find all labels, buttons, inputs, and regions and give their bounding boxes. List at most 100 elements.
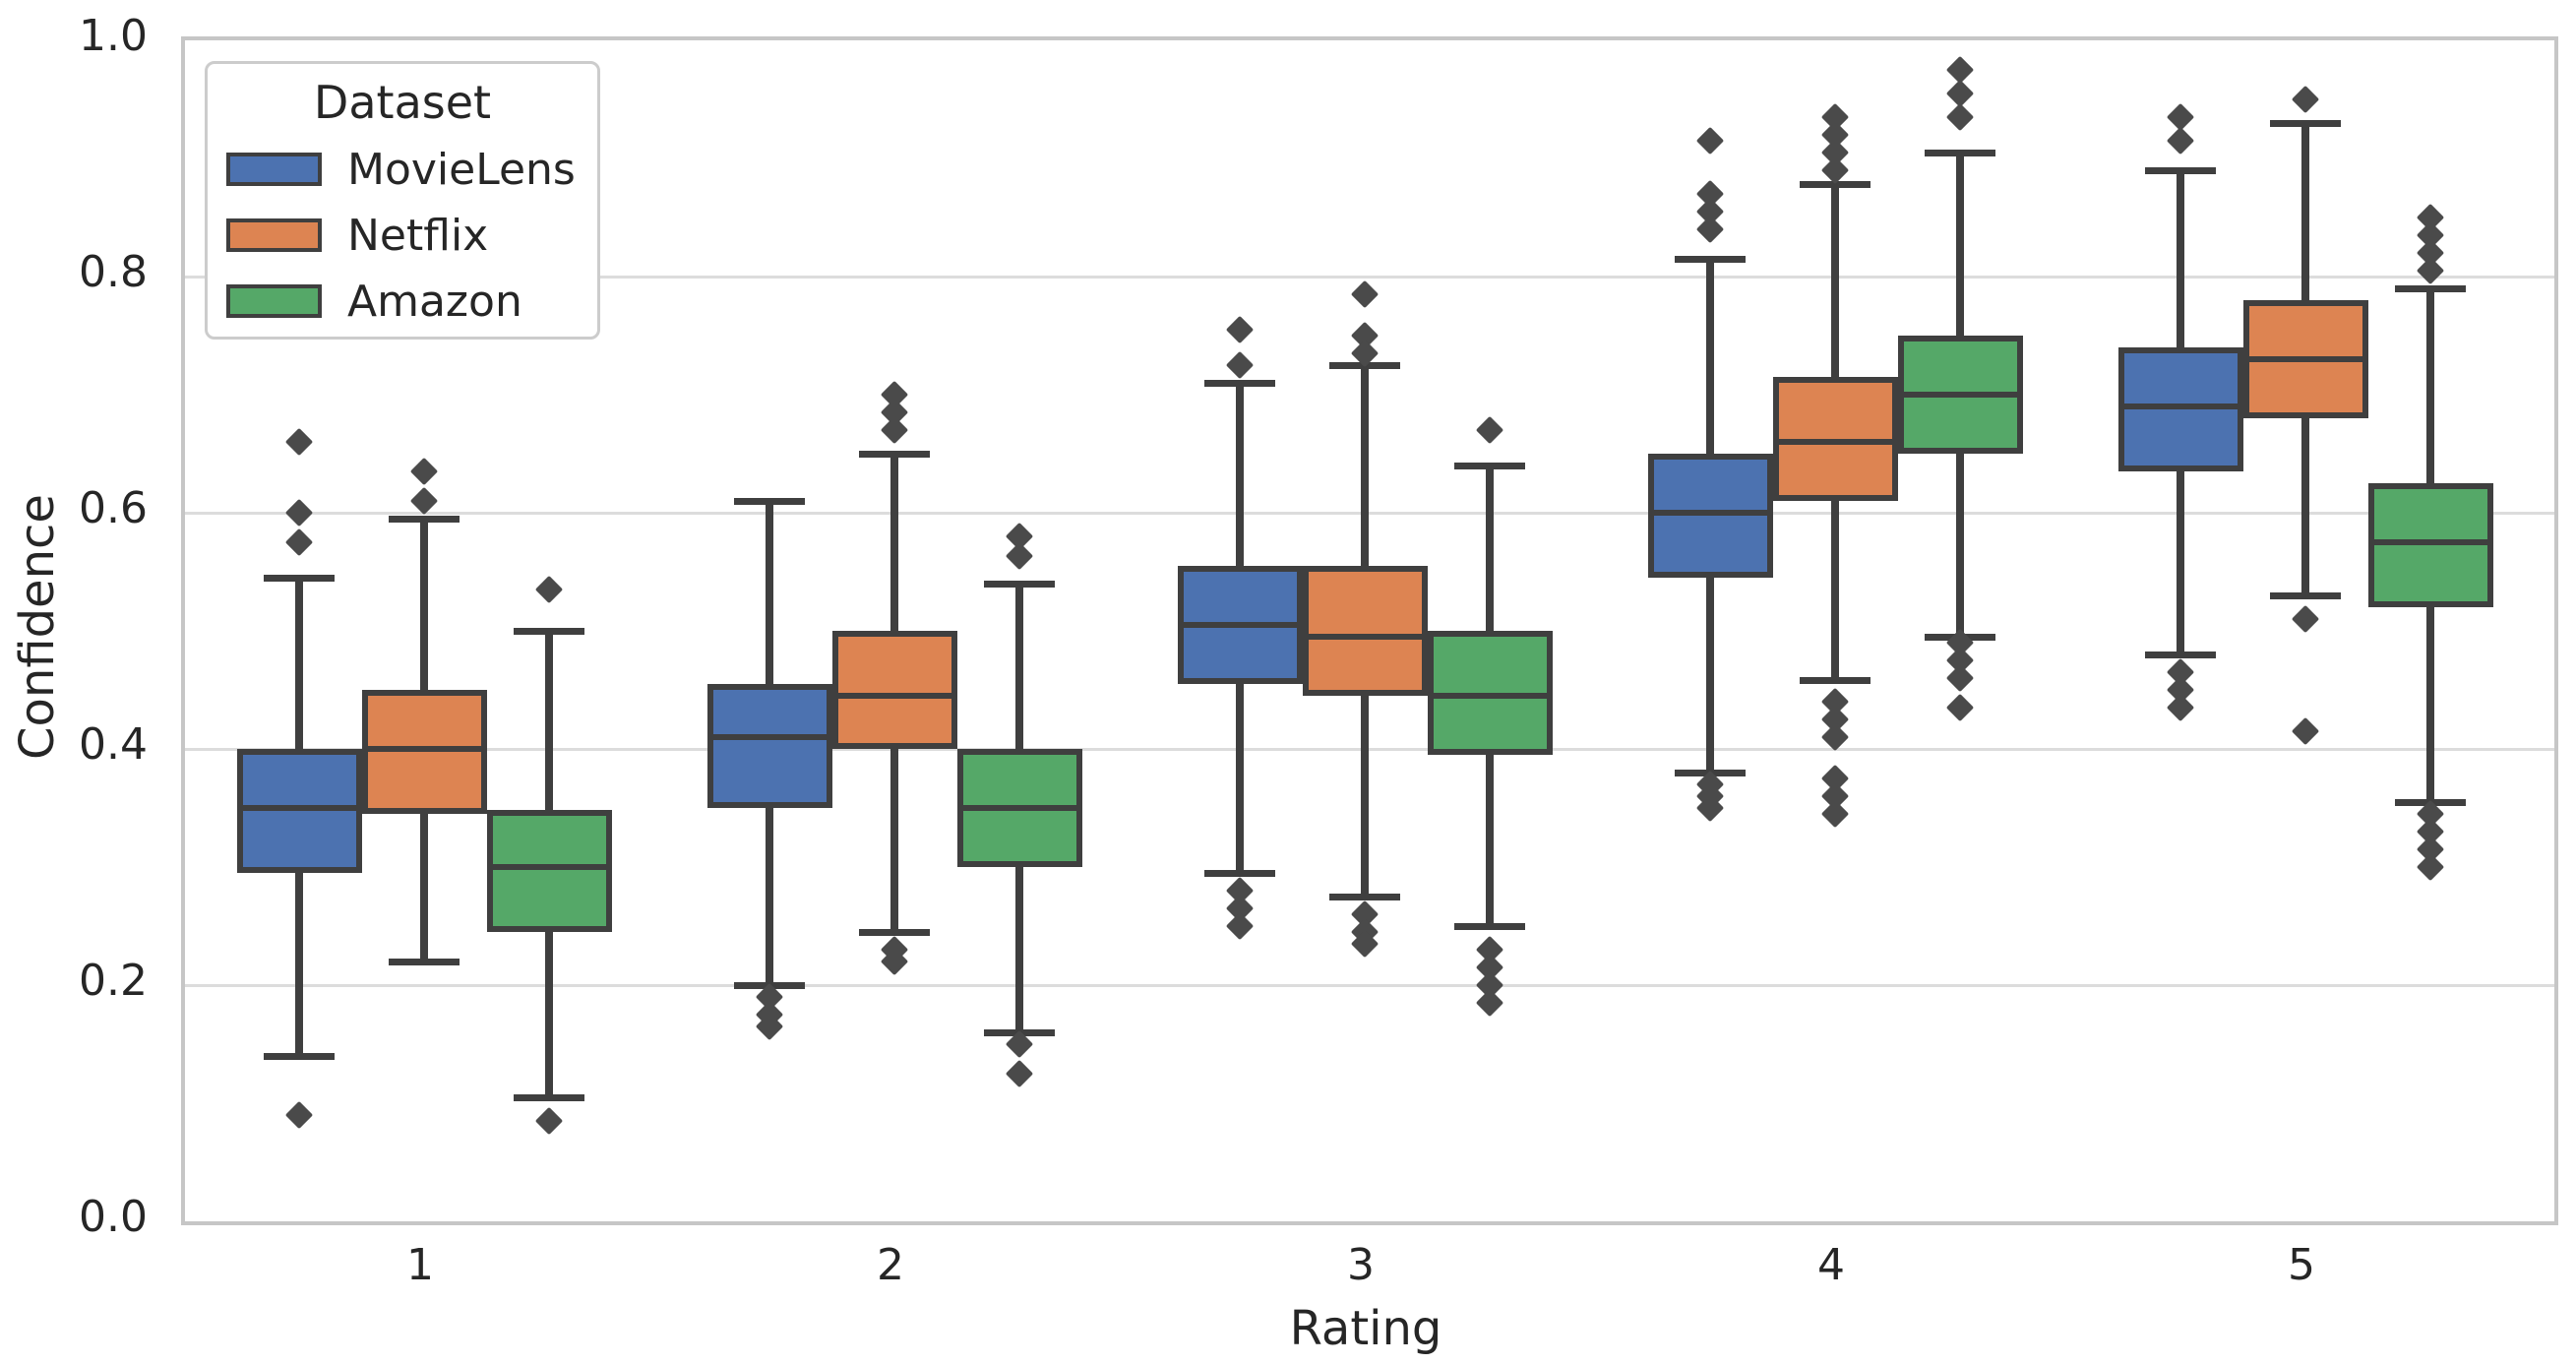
box-amazon-rating-5 [2367,483,2493,607]
cap-high-netflix-rating-4 [1800,180,1871,188]
median-amazon-rating-1 [486,864,612,870]
outlier-netflix-rating-4-3 [1820,155,1850,185]
legend-swatch-amazon [226,284,322,318]
box-netflix-rating-2 [831,631,957,749]
median-movielens-rating-2 [706,734,832,740]
outlier-amazon-rating-2-3 [1005,1059,1034,1088]
ytick-1.0: 1.0 [79,11,148,61]
ytick-0.0: 0.0 [79,1192,148,1242]
box-netflix-rating-3 [1302,566,1428,696]
cap-high-amazon-rating-4 [1925,149,1995,156]
outlier-movielens-rating-3-0 [1225,315,1255,344]
box-movielens-rating-5 [2117,347,2243,471]
outlier-movielens-rating-5-4 [2166,693,2195,722]
outlier-movielens-rating-1-2 [284,527,314,557]
cap-high-amazon-rating-1 [514,627,584,635]
xtick-2: 2 [877,1240,904,1290]
legend-item-netflix: Netflix [208,214,597,259]
gridline-0.6 [185,511,2554,515]
xtick-5: 5 [2288,1240,2315,1290]
cap-low-movielens-rating-5 [2145,651,2216,658]
cap-high-netflix-rating-1 [389,515,460,523]
legend-label-netflix: Netflix [347,211,489,261]
legend-swatch-movielens [226,153,322,186]
outlier-netflix-rating-5-1 [2291,604,2320,634]
outlier-movielens-rating-1-0 [284,427,314,457]
xtick-3: 3 [1347,1240,1375,1290]
outlier-amazon-rating-1-1 [534,1106,564,1136]
median-movielens-rating-5 [2117,403,2243,409]
median-movielens-rating-3 [1177,622,1303,628]
outlier-netflix-rating-4-9 [1820,799,1850,829]
cap-high-movielens-rating-5 [2145,166,2216,174]
outlier-amazon-rating-5-3 [2416,256,2445,285]
outlier-amazon-rating-3-4 [1475,988,1504,1018]
median-netflix-rating-3 [1302,634,1428,640]
cap-low-netflix-rating-2 [859,928,930,936]
gridline-0.2 [185,983,2554,987]
outlier-movielens-rating-3-1 [1225,350,1255,380]
box-movielens-rating-4 [1647,454,1773,578]
outlier-movielens-rating-1-1 [284,498,314,527]
outlier-movielens-rating-3-4 [1225,911,1255,941]
outlier-movielens-rating-4-3 [1695,215,1725,244]
outlier-netflix-rating-5-0 [2291,85,2320,114]
cap-high-amazon-rating-3 [1454,462,1525,469]
outlier-netflix-rating-2-2 [880,415,909,445]
median-netflix-rating-4 [1772,439,1898,445]
ytick-0.8: 0.8 [79,247,148,297]
cap-high-movielens-rating-2 [734,497,805,505]
outlier-amazon-rating-2-1 [1005,542,1034,571]
outlier-amazon-rating-5-7 [2416,852,2445,882]
box-amazon-rating-1 [486,810,612,932]
legend-swatch-netflix [226,218,322,252]
legend: Dataset MovieLens Netflix Amazon [205,61,600,340]
cap-low-netflix-rating-1 [389,958,460,965]
cap-high-netflix-rating-2 [859,450,930,458]
cap-low-movielens-rating-3 [1204,869,1275,877]
outlier-amazon-rating-4-5 [1945,663,1975,693]
median-amazon-rating-5 [2367,539,2493,545]
outlier-netflix-rating-5-2 [2291,716,2320,746]
legend-title: Dataset [313,76,492,129]
cap-low-movielens-rating-1 [264,1052,335,1060]
median-movielens-rating-4 [1647,510,1773,516]
cap-low-amazon-rating-3 [1454,922,1525,930]
outlier-amazon-rating-4-6 [1945,693,1975,722]
xtick-1: 1 [406,1240,434,1290]
median-amazon-rating-3 [1427,693,1553,699]
outlier-amazon-rating-4-2 [1945,102,1975,132]
box-movielens-rating-2 [706,684,832,808]
ytick-0.2: 0.2 [79,956,148,1006]
cap-high-movielens-rating-1 [264,574,335,582]
outlier-movielens-rating-1-3 [284,1100,314,1130]
cap-low-netflix-rating-5 [2270,591,2341,599]
box-netflix-rating-1 [361,690,487,814]
median-netflix-rating-1 [361,746,487,752]
median-amazon-rating-2 [956,805,1082,811]
cap-low-netflix-rating-3 [1329,893,1400,900]
cap-high-amazon-rating-2 [984,580,1055,588]
ytick-0.4: 0.4 [79,719,148,770]
gridline-0.8 [185,275,2554,279]
y-axis-label: Confidence [10,494,65,760]
median-netflix-rating-5 [2242,356,2368,362]
outlier-movielens-rating-5-1 [2166,126,2195,155]
cap-high-movielens-rating-4 [1675,255,1746,263]
legend-label-amazon: Amazon [347,277,522,327]
cap-high-movielens-rating-3 [1204,379,1275,387]
box-movielens-rating-1 [236,749,362,873]
cap-high-netflix-rating-5 [2270,119,2341,127]
legend-label-movielens: MovieLens [347,145,576,195]
median-movielens-rating-1 [236,805,362,811]
legend-item-amazon: Amazon [208,279,597,325]
median-netflix-rating-2 [831,693,957,699]
x-axis-label: Rating [1289,1301,1442,1356]
cap-high-amazon-rating-5 [2395,284,2466,292]
outlier-netflix-rating-3-0 [1350,279,1380,309]
outlier-netflix-rating-1-0 [409,457,439,486]
gridline-0.4 [185,747,2554,751]
median-amazon-rating-4 [1897,392,2023,398]
cap-low-amazon-rating-1 [514,1093,584,1101]
